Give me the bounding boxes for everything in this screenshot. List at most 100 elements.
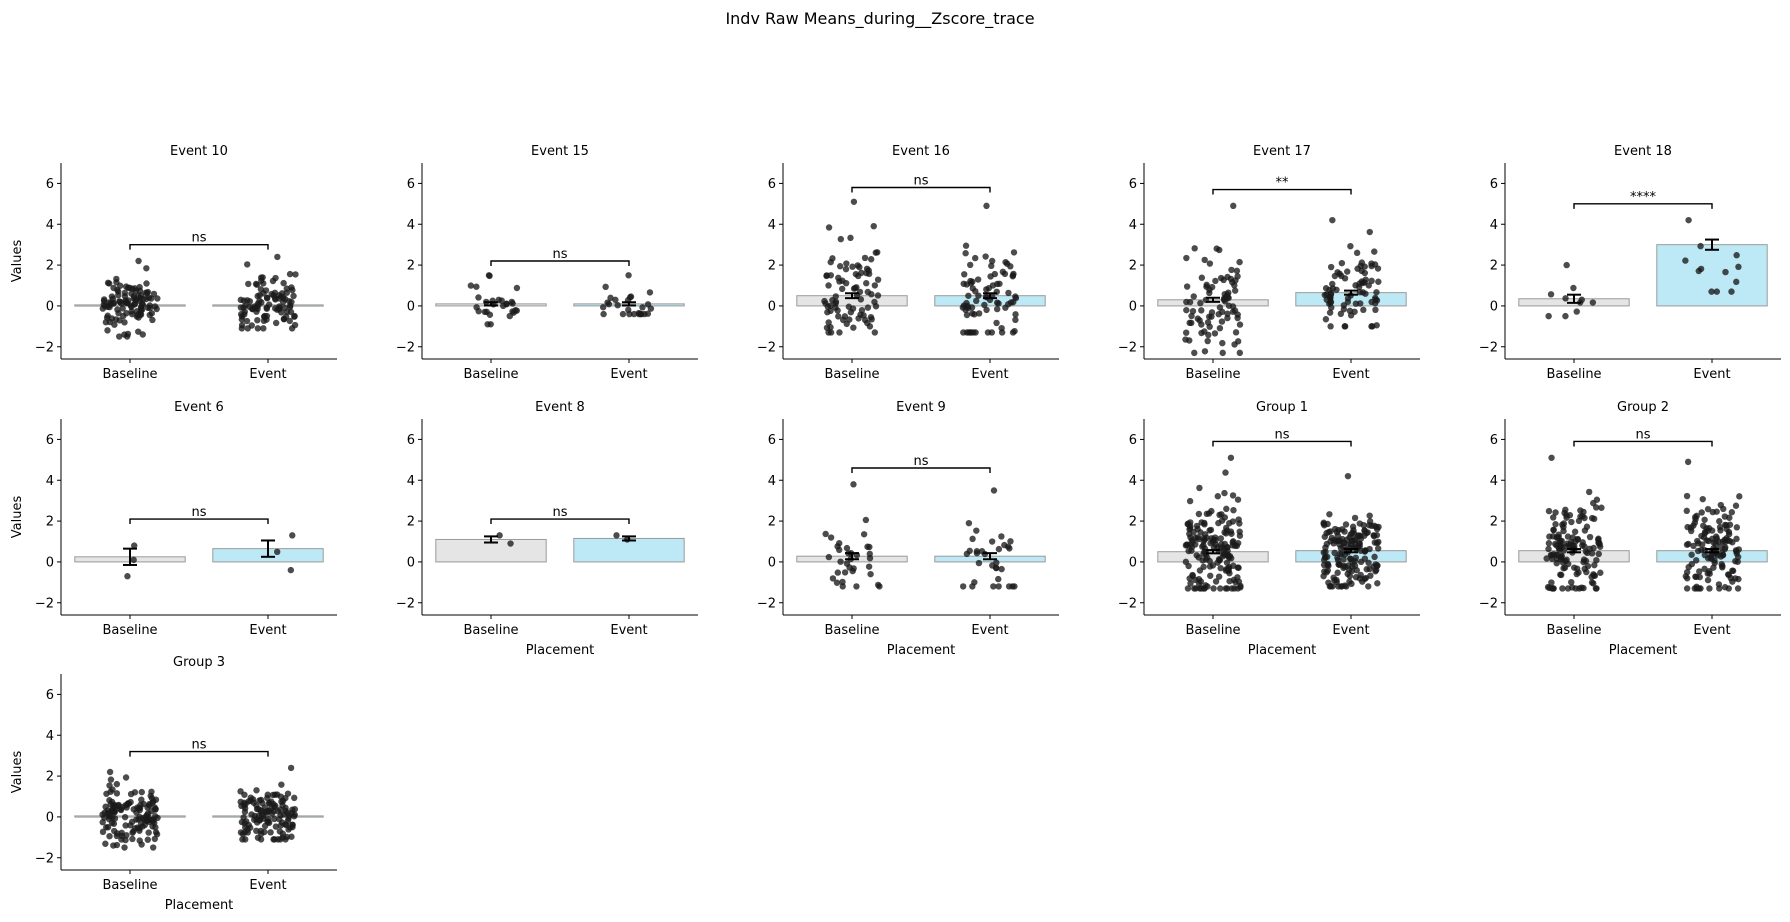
y-tick-label: −2 bbox=[1118, 340, 1137, 355]
data-point bbox=[1186, 337, 1193, 344]
data-point bbox=[1320, 519, 1327, 526]
data-point bbox=[1227, 528, 1235, 535]
data-point bbox=[824, 309, 831, 316]
data-point bbox=[1231, 282, 1238, 289]
data-point bbox=[962, 242, 970, 249]
data-point bbox=[1581, 527, 1589, 534]
data-point bbox=[1586, 488, 1593, 496]
data-point bbox=[975, 292, 982, 299]
data-point bbox=[243, 317, 251, 325]
data-point bbox=[1700, 522, 1707, 529]
data-point bbox=[1373, 289, 1380, 296]
data-point bbox=[1718, 560, 1725, 568]
data-point bbox=[1340, 302, 1348, 309]
data-point bbox=[1184, 585, 1192, 592]
significance-bracket bbox=[129, 518, 269, 525]
data-point bbox=[1196, 567, 1204, 574]
y-tick-label: 0 bbox=[768, 555, 776, 570]
data-point bbox=[1201, 348, 1209, 355]
data-point bbox=[271, 289, 279, 297]
x-tick-label: Event bbox=[1693, 367, 1730, 382]
data-point bbox=[265, 799, 273, 807]
data-point bbox=[282, 313, 290, 320]
data-point bbox=[116, 317, 123, 324]
data-point bbox=[277, 806, 284, 813]
data-point bbox=[1736, 493, 1743, 500]
data-point bbox=[1228, 266, 1235, 274]
data-point bbox=[1326, 511, 1333, 518]
data-point bbox=[1563, 261, 1570, 269]
data-point bbox=[1712, 540, 1720, 547]
data-point bbox=[263, 312, 271, 320]
data-point bbox=[832, 300, 839, 307]
data-point bbox=[1353, 544, 1361, 552]
data-point bbox=[1733, 252, 1740, 259]
y-tick-label: 2 bbox=[768, 259, 776, 274]
data-point bbox=[865, 270, 873, 278]
data-point bbox=[246, 298, 254, 305]
event-bar bbox=[1656, 244, 1768, 307]
data-point bbox=[998, 533, 1005, 540]
x-tick-label: Baseline bbox=[1185, 367, 1240, 382]
data-point bbox=[142, 813, 149, 820]
data-point bbox=[1597, 569, 1604, 576]
y-tick-label: 2 bbox=[407, 515, 415, 530]
significance-bracket bbox=[851, 467, 991, 473]
data-point bbox=[843, 320, 850, 328]
y-tick-label: 0 bbox=[46, 555, 54, 570]
data-point bbox=[1706, 585, 1713, 592]
data-point bbox=[619, 310, 627, 318]
data-point bbox=[829, 255, 836, 262]
data-point bbox=[1374, 545, 1382, 552]
data-point bbox=[265, 301, 273, 308]
data-point bbox=[116, 333, 123, 340]
data-point bbox=[1327, 263, 1335, 271]
data-point bbox=[1221, 514, 1229, 521]
y-tick-label: 4 bbox=[1129, 218, 1137, 233]
data-point bbox=[1191, 245, 1198, 252]
data-point bbox=[274, 253, 281, 261]
data-point bbox=[1341, 528, 1348, 535]
data-point bbox=[1341, 275, 1349, 282]
data-point bbox=[1574, 535, 1581, 543]
data-point bbox=[1694, 537, 1701, 545]
y-tick-label: 2 bbox=[768, 515, 776, 530]
significance-bracket bbox=[490, 260, 630, 266]
data-point bbox=[1568, 578, 1575, 586]
data-point bbox=[868, 316, 875, 323]
data-point bbox=[861, 254, 869, 262]
data-point bbox=[993, 305, 1001, 313]
data-point bbox=[1186, 530, 1193, 538]
data-point bbox=[110, 842, 117, 849]
data-point bbox=[988, 262, 995, 270]
data-point bbox=[272, 319, 280, 327]
data-point bbox=[1544, 583, 1552, 591]
data-point bbox=[123, 832, 130, 839]
data-point bbox=[965, 292, 972, 299]
data-point bbox=[114, 286, 121, 294]
y-tick-label: 0 bbox=[46, 299, 54, 314]
data-point bbox=[626, 310, 633, 318]
data-point bbox=[972, 254, 979, 262]
data-point bbox=[1683, 568, 1691, 576]
data-point bbox=[969, 535, 976, 543]
data-point bbox=[1361, 548, 1369, 555]
data-point bbox=[104, 327, 111, 334]
data-point bbox=[1734, 585, 1742, 592]
data-point bbox=[1183, 283, 1191, 290]
data-point bbox=[1005, 300, 1012, 308]
data-point bbox=[1327, 294, 1334, 301]
data-point bbox=[600, 310, 607, 318]
data-point bbox=[985, 284, 993, 292]
data-point bbox=[1331, 577, 1338, 584]
data-point bbox=[860, 312, 867, 319]
panel-title: Event 8 bbox=[535, 400, 585, 415]
data-point bbox=[1012, 316, 1019, 324]
data-point bbox=[286, 824, 294, 831]
data-point bbox=[1201, 519, 1208, 527]
data-point bbox=[1728, 509, 1736, 516]
data-point bbox=[967, 277, 974, 285]
data-point bbox=[121, 319, 128, 326]
panel-event-18: Event 18 **** −2 0 2 4 6 Baseline Event bbox=[1479, 144, 1781, 382]
data-point bbox=[121, 844, 128, 851]
